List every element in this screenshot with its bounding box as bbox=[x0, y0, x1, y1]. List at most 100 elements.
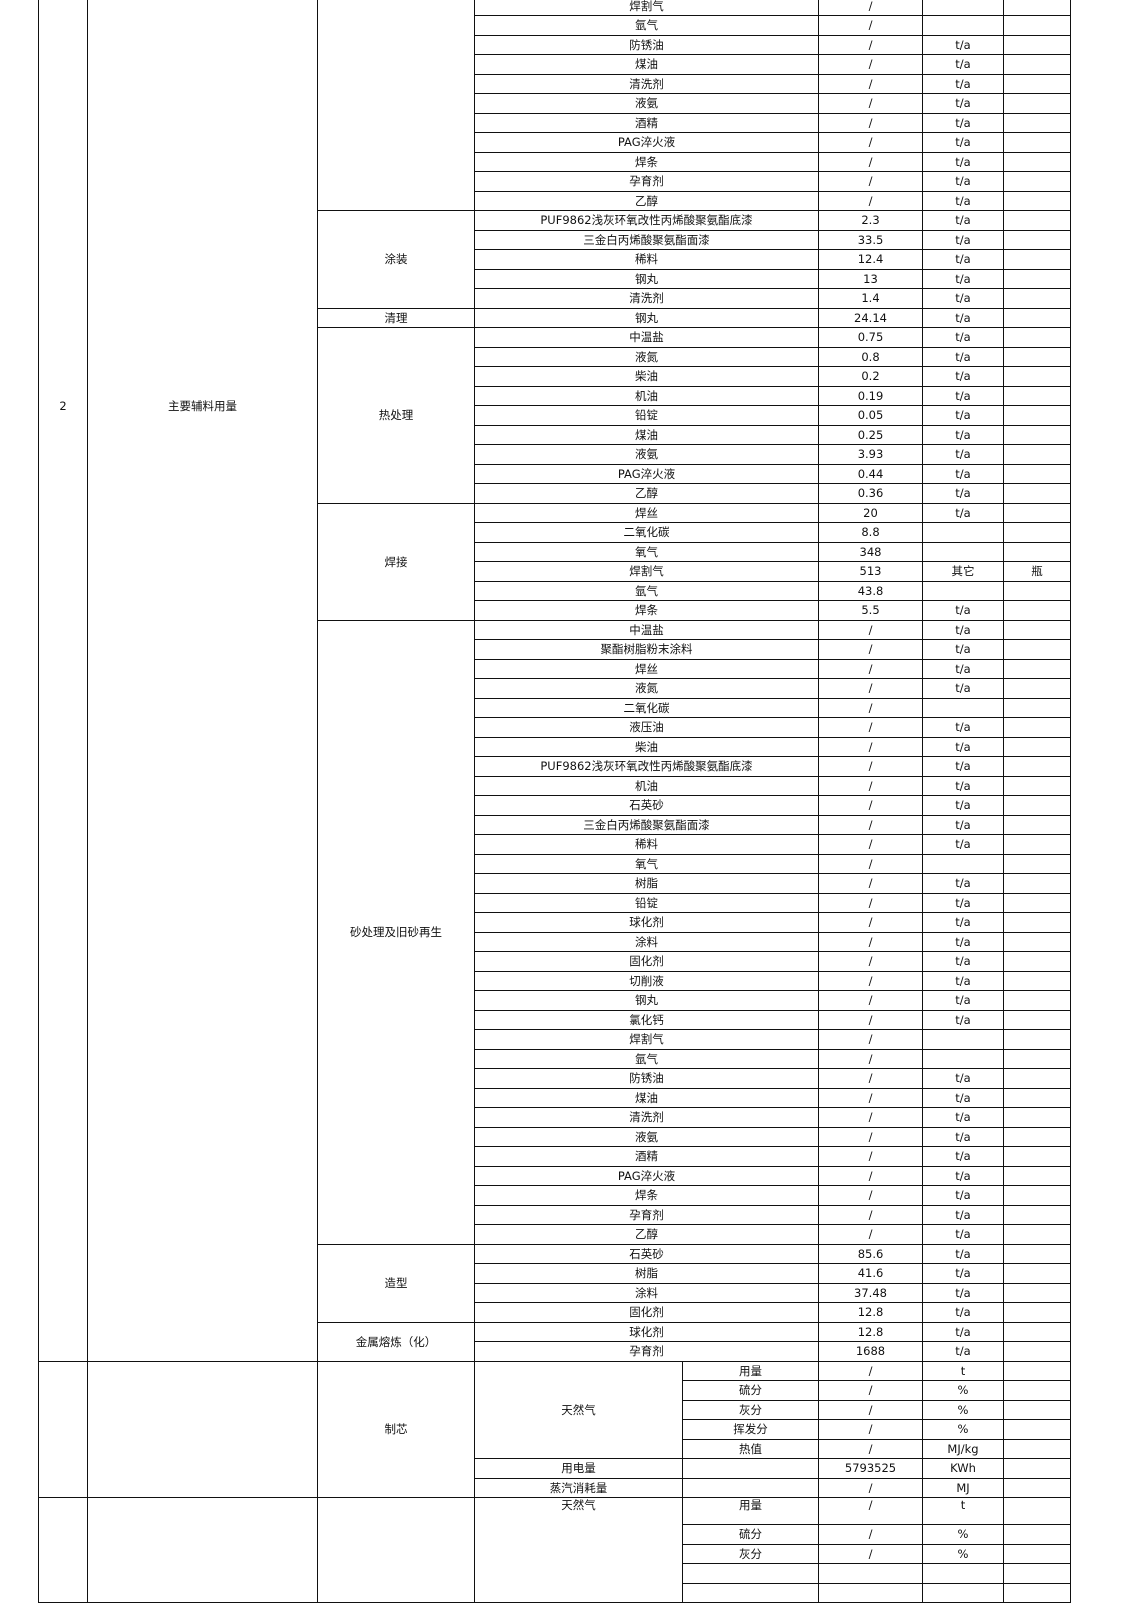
quantity-value: 0.2 bbox=[818, 366, 923, 387]
quantity-value: 0.75 bbox=[818, 327, 923, 348]
unit-label: t/a bbox=[922, 327, 1004, 348]
unit-label: t/a bbox=[922, 307, 1004, 328]
note-cell bbox=[1003, 288, 1071, 309]
quantity-value: / bbox=[818, 1009, 923, 1030]
quantity-value: / bbox=[818, 697, 923, 718]
material-name: 防锈油 bbox=[474, 1068, 819, 1089]
material-name: 涂料 bbox=[474, 1282, 819, 1303]
material-name: 焊丝 bbox=[474, 502, 819, 523]
quantity-value: / bbox=[818, 132, 923, 153]
table-row: 固化剂 12.8 t/a bbox=[39, 1302, 1071, 1323]
note-cell bbox=[1003, 112, 1071, 133]
unit-label bbox=[922, 853, 1004, 874]
material-name: 钢丸 bbox=[474, 307, 819, 328]
quantity-value: / bbox=[818, 658, 923, 679]
note-cell bbox=[1003, 424, 1071, 445]
material-name: 焊割气 bbox=[474, 0, 819, 16]
unit-label bbox=[922, 1048, 1004, 1069]
quantity-value: 12.4 bbox=[818, 249, 923, 270]
material-name: 液压油 bbox=[474, 717, 819, 738]
note-cell bbox=[1003, 210, 1071, 231]
unit-label: t/a bbox=[922, 1165, 1004, 1186]
table-row: 二氧化碳 8.8 bbox=[39, 522, 1071, 543]
quantity-value: / bbox=[818, 1107, 923, 1128]
material-name: 清洗剂 bbox=[474, 73, 819, 94]
table-row: 氩气 / bbox=[39, 15, 1071, 36]
unit-label: t/a bbox=[922, 54, 1004, 75]
table-row: 三金白丙烯酸聚氨酯面漆 / t/a bbox=[39, 814, 1071, 835]
parameter-name: 硫分 bbox=[682, 1524, 819, 1545]
quantity-value: / bbox=[818, 1497, 923, 1525]
material-name: 煤油 bbox=[474, 54, 819, 75]
material-name: 清洗剂 bbox=[474, 1107, 819, 1128]
quantity-value: 0.36 bbox=[818, 483, 923, 504]
note-cell bbox=[1003, 619, 1071, 640]
table-row: 乙醇 0.36 t/a bbox=[39, 483, 1071, 504]
quantity-value: / bbox=[818, 15, 923, 36]
note-cell bbox=[1003, 541, 1071, 562]
quantity-value: / bbox=[818, 1146, 923, 1167]
process-label bbox=[317, 0, 475, 211]
table-row: 柴油 / t/a bbox=[39, 736, 1071, 757]
material-name: 焊条 bbox=[474, 600, 819, 621]
material-name: 二氧化碳 bbox=[474, 522, 819, 543]
note-cell bbox=[1003, 1399, 1071, 1420]
quantity-value: / bbox=[818, 54, 923, 75]
unit-label: t/a bbox=[922, 970, 1004, 991]
process-label: 热处理 bbox=[317, 327, 475, 504]
quantity-value: 5.5 bbox=[818, 600, 923, 621]
quantity-value: / bbox=[818, 951, 923, 972]
table-row: 液压油 / t/a bbox=[39, 717, 1071, 738]
unit-label: t/a bbox=[922, 424, 1004, 445]
quantity-value: / bbox=[818, 1068, 923, 1089]
quantity-value: / bbox=[818, 1477, 923, 1498]
category-label: 主要辅料用量 bbox=[87, 0, 318, 1362]
material-name: 固化剂 bbox=[474, 951, 819, 972]
material-name: 稀料 bbox=[474, 249, 819, 270]
table-row: 三金白丙烯酸聚氨酯面漆 33.5 t/a bbox=[39, 229, 1071, 250]
table-row: 液氨 / t/a bbox=[39, 1126, 1071, 1147]
unit-label: t/a bbox=[922, 639, 1004, 660]
quantity-value: 24.14 bbox=[818, 307, 923, 328]
unit-label: t/a bbox=[922, 678, 1004, 699]
unit-label: MJ/kg bbox=[922, 1438, 1004, 1459]
table-row: 制芯 天然气 用量 / t bbox=[38, 1360, 1071, 1498]
note-cell bbox=[1003, 327, 1071, 348]
unit-label: t/a bbox=[922, 1107, 1004, 1128]
note-cell bbox=[1003, 1224, 1071, 1245]
material-name: PAG淬火液 bbox=[474, 463, 819, 484]
unit-label: t/a bbox=[922, 1263, 1004, 1284]
quantity-value: 1688 bbox=[818, 1341, 923, 1362]
note-cell bbox=[1003, 229, 1071, 250]
table-row: 焊割气 513 其它瓶 bbox=[39, 561, 1071, 582]
quantity-value: 5793525 bbox=[818, 1458, 923, 1479]
table-row: 酒精 / t/a bbox=[39, 1146, 1071, 1167]
quantity-value: 8.8 bbox=[818, 522, 923, 543]
material-name: 焊割气 bbox=[474, 1029, 819, 1050]
note-cell bbox=[1003, 132, 1071, 153]
quantity-value: / bbox=[818, 775, 923, 796]
note-cell bbox=[1003, 1438, 1071, 1459]
quantity-value: / bbox=[818, 1087, 923, 1108]
table-row: 防锈油 / t/a bbox=[39, 1068, 1071, 1089]
table-row: 酒精 / t/a bbox=[39, 112, 1071, 133]
note-cell bbox=[1003, 1087, 1071, 1108]
note-cell bbox=[1003, 502, 1071, 523]
material-name: 氯化钙 bbox=[474, 1009, 819, 1030]
material-name: 液氮 bbox=[474, 678, 819, 699]
unit-label: t/a bbox=[922, 229, 1004, 250]
note-cell bbox=[1003, 249, 1071, 270]
unit-label: % bbox=[922, 1524, 1004, 1545]
note-cell bbox=[1003, 1341, 1071, 1362]
unit-label bbox=[922, 697, 1004, 718]
material-name: 乙醇 bbox=[474, 1224, 819, 1245]
unit-label: t/a bbox=[922, 366, 1004, 387]
unit-label: t/a bbox=[922, 756, 1004, 777]
material-name: 钢丸 bbox=[474, 268, 819, 289]
unit-label: t/a bbox=[922, 834, 1004, 855]
material-name: PAG淬火液 bbox=[474, 132, 819, 153]
note-cell bbox=[1003, 1165, 1071, 1186]
unit-label: t/a bbox=[922, 502, 1004, 523]
unit-label: t/a bbox=[922, 814, 1004, 835]
unit-label: t/a bbox=[922, 619, 1004, 640]
